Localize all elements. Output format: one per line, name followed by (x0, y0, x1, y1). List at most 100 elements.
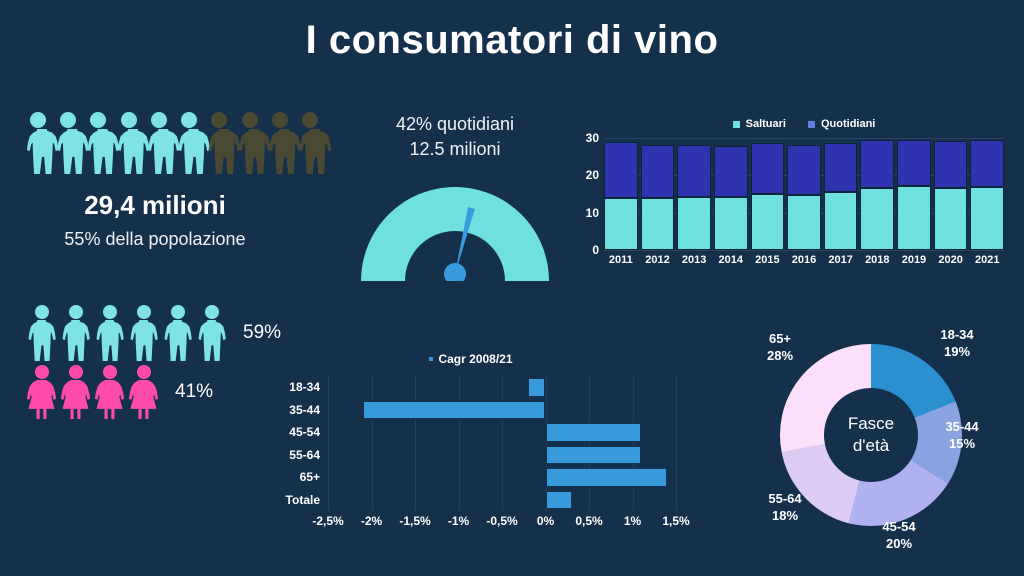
donut-slice-name: 65+ (768, 331, 792, 346)
cagr-gridline (632, 376, 634, 511)
stacked-bar-segment (787, 144, 821, 195)
gauge-figure (355, 176, 555, 285)
cagr-category-label: Totale (285, 492, 320, 507)
population-value: 29,4 milioni (84, 190, 226, 220)
donut-center-line1: Fasce (847, 414, 895, 433)
cagr-gridline (371, 376, 373, 511)
person-icon-active (85, 112, 120, 174)
stacked-chart-xtick: 2016 (791, 254, 817, 266)
stacked-chart-bars (604, 138, 1005, 250)
male-person-icon (128, 305, 159, 361)
stacked-chart-xtick: 2014 (718, 254, 743, 266)
stacked-bar-segment (860, 139, 895, 188)
stacked-bar-column (750, 143, 785, 250)
cagr-legend-swatch (429, 357, 434, 361)
donut-slice-value: 18% (771, 508, 799, 523)
stacked-bar-segment (677, 144, 711, 197)
cagr-chart-plot (328, 376, 677, 511)
cagr-chart-xaxis: -2,5% -2% -1,5% -1% -0,5% 0% 0,5% 1% 1,5% (312, 511, 689, 529)
cagr-category-labels: 18-34 35-44 45-54 55-64 65+ Totale (266, 376, 328, 511)
gender-female-row: 41% (26, 365, 281, 419)
stacked-chart-legend: Saltuari Quotidiani (604, 118, 1004, 130)
cagr-chart-legend: Cagr 2008/21 (266, 352, 676, 366)
legend-swatch (732, 120, 740, 128)
cagr-chart-body: 18-34 35-44 45-54 55-64 65+ Totale (266, 376, 677, 511)
stacked-bar-segment (933, 188, 968, 250)
stacked-bar-column (860, 139, 895, 250)
stacked-chart-ytick: 0 (592, 243, 599, 257)
cagr-chart-rows (328, 376, 676, 511)
donut-slice-value: 19% (943, 344, 971, 359)
stacked-bar-column (970, 139, 1005, 250)
stacked-bar-segment (823, 192, 858, 250)
female-person-icon (26, 365, 57, 419)
person-icon-active (115, 112, 150, 174)
cagr-bar (528, 378, 546, 397)
age-donut-chart: Fasce d'età 18-34 19% 35-44 15% 45-54 20% 55-6… (744, 326, 1000, 562)
donut-slice-name: 45-54 (882, 519, 916, 534)
stacked-chart-xtick: 2021 (974, 254, 1000, 266)
stacked-bar-segment (750, 194, 785, 250)
cagr-xtick: -1,5% (399, 514, 431, 528)
stacked-chart-xtick: 2013 (681, 254, 707, 266)
cagr-xtick: 1% (623, 514, 642, 528)
population-block: 29,4 milioni 55% della popolazione (24, 112, 332, 250)
stacked-chart-xtick: 2011 (608, 254, 633, 266)
gauge-caption-line2: 12.5 milioni (409, 139, 501, 159)
stacked-chart-ytick: 20 (585, 168, 599, 183)
male-pictogram (26, 305, 227, 361)
cagr-bar-row (328, 466, 676, 489)
donut-slice-name: 55-64 (768, 491, 802, 506)
stacked-chart-xaxis: 2011 2012 2013 2014 2015 2016 2017 2018 2019 2020… (604, 254, 1004, 266)
legend-label: Saltuari (745, 118, 786, 130)
cagr-gridline (545, 376, 547, 511)
cagr-xtick: -1% (447, 514, 470, 528)
donut-slice-value: 28% (766, 348, 794, 363)
cagr-category-label: 45-54 (289, 425, 320, 439)
person-icon-inactive (206, 112, 241, 174)
donut-slice-value: 15% (948, 436, 976, 451)
cagr-gridline (676, 376, 677, 511)
stacked-bar-column (823, 142, 858, 250)
cagr-gridline (415, 376, 416, 511)
stacked-bar-segment (640, 144, 675, 198)
cagr-category-label: 35-44 (289, 402, 320, 417)
cagr-xtick: 0,5% (575, 514, 603, 528)
gauge-block: 42% quotidiani 12.5 milioni (330, 112, 580, 285)
stacked-bar-segment (933, 141, 968, 189)
female-person-icon (60, 365, 91, 419)
gender-block: 59% 41% (26, 305, 281, 419)
gridline (604, 250, 1004, 251)
donut-figure: Fasce d'età (780, 344, 962, 526)
cagr-bar (362, 400, 546, 419)
gridline (604, 138, 1004, 139)
cagr-bar-row (328, 489, 676, 512)
gauge-arc (361, 187, 549, 281)
person-icon-inactive (297, 112, 332, 174)
donut-center-line2: d'età (852, 436, 890, 455)
stacked-chart-xtick: 2020 (938, 254, 963, 266)
stacked-chart-xtick: 2017 (828, 254, 853, 266)
cagr-bar (545, 423, 642, 442)
person-icon-active (24, 112, 59, 174)
female-percent: 41% (175, 381, 214, 402)
cagr-xtick: 0% (536, 514, 555, 528)
stacked-legend-item: Quotidiani (807, 118, 875, 130)
stacked-bar-column (713, 146, 748, 250)
female-person-icon (94, 365, 125, 419)
cagr-bar-chart: Cagr 2008/21 18-34 35-44 45-54 55-64 65+ Tota… (266, 352, 690, 547)
donut-slice-value: 20% (885, 536, 913, 551)
stacked-chart-ytick: 30 (585, 131, 599, 145)
male-person-icon (196, 305, 227, 361)
cagr-bar-row (328, 376, 676, 399)
stacked-chart-xtick: 2012 (645, 254, 670, 266)
donut-slice-label: 18-34 19% (912, 326, 1002, 360)
stacked-bar-segment (970, 139, 1005, 187)
stacked-bar-segment (713, 197, 748, 250)
donut-slice-label: 35-44 15% (924, 418, 1000, 452)
legend-swatch (807, 120, 815, 128)
male-person-icon (94, 305, 125, 361)
stacked-chart-xtick: 2018 (865, 254, 890, 266)
population-pictogram (24, 112, 332, 174)
female-pictogram (26, 365, 159, 419)
